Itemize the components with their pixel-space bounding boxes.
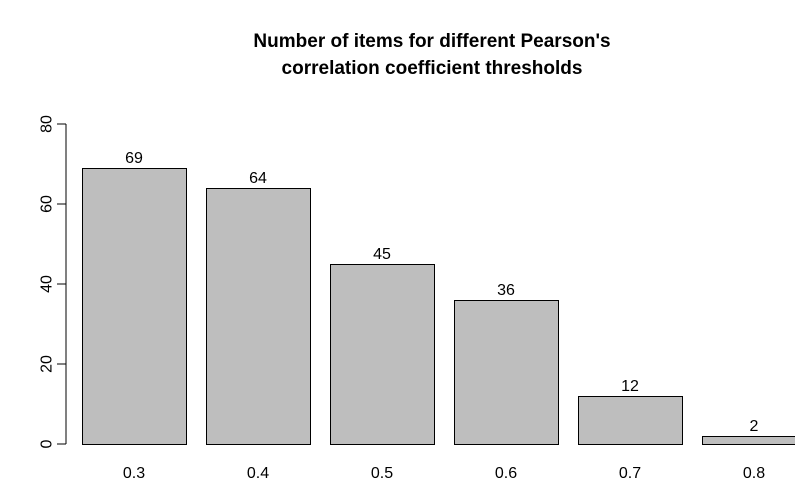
bar-0.6 — [454, 300, 559, 445]
bar-value-label: 2 — [750, 418, 759, 435]
bar-data-labels: 69 64 45 36 12 2 — [125, 150, 758, 435]
x-tick-label: 0.3 — [123, 465, 145, 482]
bar-0.5 — [330, 264, 435, 445]
y-tick-label: 60 — [39, 195, 56, 213]
bar-value-label: 45 — [373, 246, 391, 263]
y-tick-label: 40 — [39, 275, 56, 293]
x-tick-label: 0.5 — [371, 465, 393, 482]
chart-title-line-2: correlation coefficient thresholds — [282, 58, 583, 79]
x-tick-label: 0.7 — [619, 465, 641, 482]
bar-0.7 — [578, 396, 683, 445]
bar-0.4 — [206, 188, 311, 445]
x-tick-label: 0.4 — [247, 465, 269, 482]
bar-0.8 — [702, 436, 795, 445]
bars — [82, 168, 795, 445]
bar-value-label: 69 — [125, 150, 143, 167]
chart-title-line-1: Number of items for different Pearson's — [253, 31, 610, 52]
y-tick-label: 0 — [39, 439, 56, 448]
y-tick-label: 20 — [39, 355, 56, 373]
x-tick-label: 0.6 — [495, 465, 517, 482]
bar-value-label: 12 — [621, 378, 639, 395]
y-tick-label: 80 — [39, 115, 56, 133]
bar-value-label: 36 — [497, 282, 515, 299]
y-axis: 0 20 40 60 80 — [39, 115, 67, 448]
bar-value-label: 64 — [249, 170, 267, 187]
bar-0.3 — [82, 168, 187, 445]
x-tick-label: 0.8 — [743, 465, 765, 482]
x-tick-labels: 0.3 0.4 0.5 0.6 0.7 0.8 — [123, 465, 765, 482]
